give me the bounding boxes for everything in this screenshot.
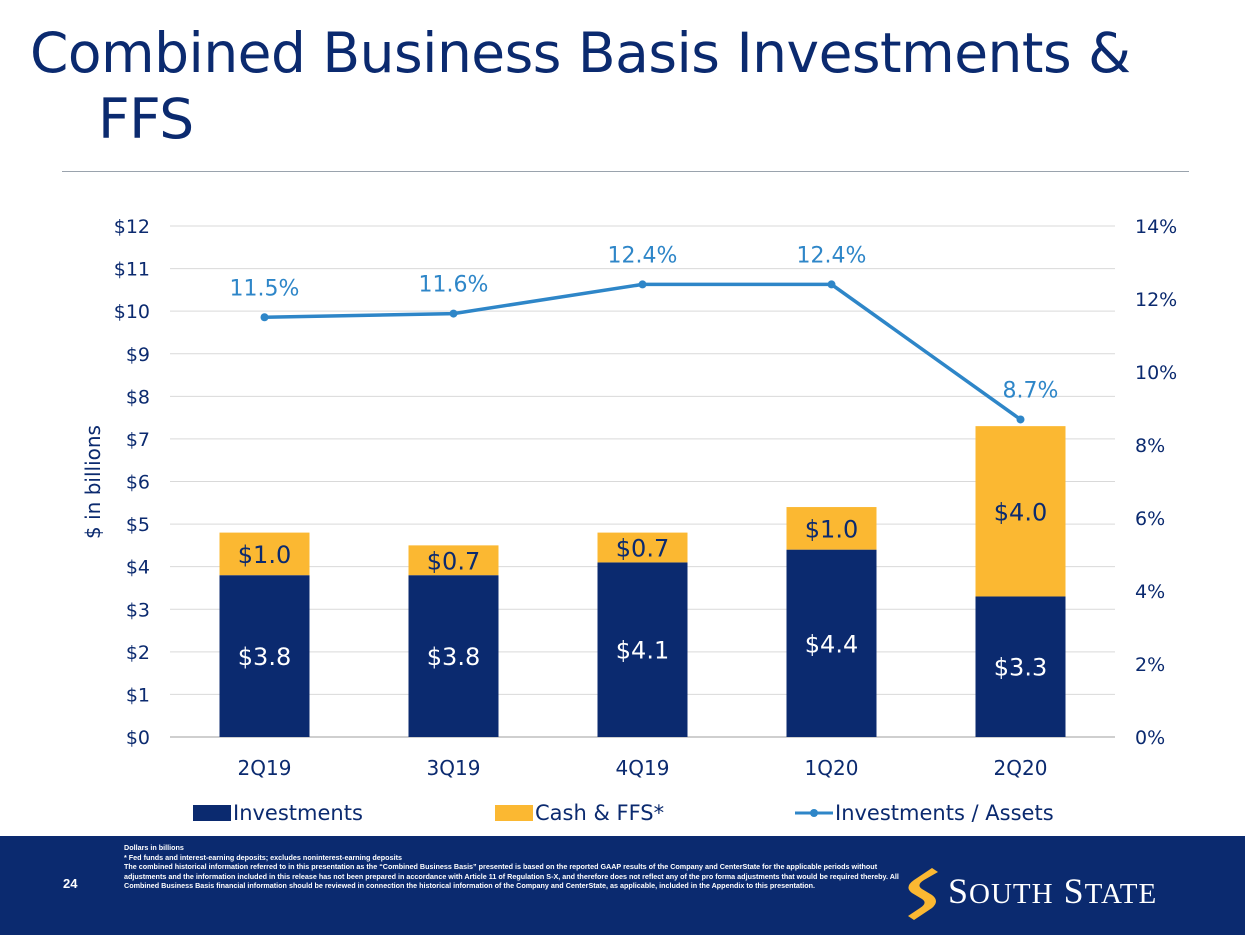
line-point bbox=[827, 280, 836, 289]
bar-investments bbox=[219, 575, 310, 737]
south-state-logo: SOUTH STATE bbox=[900, 862, 1210, 922]
title-divider bbox=[62, 171, 1189, 172]
data-label-investments: $4.1 bbox=[616, 637, 669, 665]
x-tick-label: 4Q19 bbox=[616, 756, 670, 780]
y2-tick-label: 4% bbox=[1135, 581, 1165, 603]
y-axis-title: $ in billions bbox=[81, 425, 105, 539]
data-label-ratio: 11.5% bbox=[230, 276, 300, 301]
data-label-ratio: 12.4% bbox=[608, 243, 678, 268]
bar-cash-ffs bbox=[408, 545, 499, 576]
y2-tick-label: 2% bbox=[1135, 654, 1165, 676]
title-line-2: FFS bbox=[98, 87, 194, 151]
data-label-investments: $3.8 bbox=[427, 643, 480, 671]
footnote-3: The combined historical information refe… bbox=[124, 862, 899, 891]
legend-swatch-investments bbox=[193, 805, 231, 821]
bar-investments bbox=[408, 575, 499, 737]
legend-swatch-cash-ffs bbox=[495, 805, 533, 821]
y2-tick-label: 8% bbox=[1135, 435, 1165, 457]
y-tick-label: $5 bbox=[126, 514, 150, 536]
y2-tick-label: 10% bbox=[1135, 362, 1177, 384]
y-tick-label: $12 bbox=[114, 216, 150, 238]
x-tick-label: 1Q20 bbox=[805, 756, 859, 780]
data-label-cash-ffs: $1.0 bbox=[805, 515, 858, 543]
page-number: 24 bbox=[63, 876, 78, 891]
line-investments-assets bbox=[264, 282, 1022, 421]
legend-label-ratio: Investments / Assets bbox=[835, 801, 1054, 825]
data-label-ratio: 8.7% bbox=[1003, 378, 1059, 403]
y-tick-label: $11 bbox=[114, 259, 150, 281]
data-label-cash-ffs: $4.0 bbox=[994, 498, 1047, 526]
title-line-1: Combined Business Basis Investments & bbox=[30, 21, 1131, 85]
y2-tick-label: 12% bbox=[1135, 289, 1177, 311]
footer-bar bbox=[0, 836, 1245, 935]
y-tick-label: $8 bbox=[126, 386, 150, 408]
bar-cash-ffs bbox=[597, 532, 688, 563]
y2-tick-label: 6% bbox=[1135, 508, 1165, 530]
data-label-cash-ffs: $0.7 bbox=[616, 535, 669, 563]
y2-tick-label: 14% bbox=[1135, 216, 1177, 238]
logo-s2: S bbox=[1063, 871, 1085, 911]
bar-cash-ffs bbox=[219, 532, 310, 576]
y-tick-label: $1 bbox=[126, 684, 150, 706]
footnotes: Dollars in billions * Fed funds and inte… bbox=[124, 843, 904, 891]
line-point bbox=[449, 309, 458, 318]
y-tick-label: $9 bbox=[126, 344, 150, 366]
logo-tate: TATE bbox=[1084, 878, 1158, 910]
x-tick-label: 2Q20 bbox=[994, 756, 1048, 780]
logo-wordmark: SOUTH STATE bbox=[948, 870, 1157, 912]
y2-tick-label: 0% bbox=[1135, 727, 1165, 749]
y-tick-label: $6 bbox=[126, 472, 150, 494]
investments-chart: $0 $1 $2 $3 $4 $5 $6 $7 $8 $9 $10 $11 $12 0% 2% 4% 6% 8% 1… bbox=[81, 216, 1177, 825]
data-label-investments: $3.3 bbox=[994, 654, 1047, 682]
bar-investments bbox=[597, 562, 688, 737]
dollar-s-logo-icon bbox=[908, 868, 938, 920]
data-label-ratio: 11.6% bbox=[419, 273, 489, 298]
data-label-cash-ffs: $1.0 bbox=[238, 541, 291, 569]
footnote-2: * Fed funds and interest-earning deposit… bbox=[124, 852, 402, 862]
legend-label-investments: Investments bbox=[233, 801, 363, 825]
line-point bbox=[260, 313, 269, 322]
data-label-investments: $4.4 bbox=[805, 630, 858, 658]
y-tick-label: $0 bbox=[126, 727, 150, 749]
slide-title: Combined Business Basis Investments & FF… bbox=[30, 20, 1210, 152]
bar-investments bbox=[975, 596, 1066, 737]
bar-cash-ffs bbox=[975, 426, 1066, 597]
bar-cash-ffs bbox=[786, 507, 877, 550]
line-point bbox=[638, 280, 647, 289]
x-tick-label: 3Q19 bbox=[427, 756, 481, 780]
x-tick-label: 2Q19 bbox=[238, 756, 292, 780]
y-tick-label: $2 bbox=[126, 642, 150, 664]
line-point bbox=[1016, 415, 1025, 424]
bar-investments bbox=[786, 549, 877, 737]
data-label-cash-ffs: $0.7 bbox=[427, 547, 480, 575]
logo-s1: S bbox=[948, 871, 970, 911]
legend-marker-ratio bbox=[810, 809, 818, 817]
y-tick-label: $10 bbox=[114, 301, 150, 323]
footnote-1: Dollars in billions bbox=[124, 843, 184, 852]
data-label-investments: $3.8 bbox=[238, 643, 291, 671]
legend-label-cash-ffs: Cash & FFS* bbox=[535, 801, 664, 825]
y-tick-label: $4 bbox=[126, 557, 150, 579]
data-label-ratio: 12.4% bbox=[797, 243, 867, 268]
y-tick-label: $3 bbox=[126, 599, 150, 621]
y-tick-label: $7 bbox=[126, 429, 150, 451]
logo-outh: OUTH bbox=[969, 878, 1054, 910]
